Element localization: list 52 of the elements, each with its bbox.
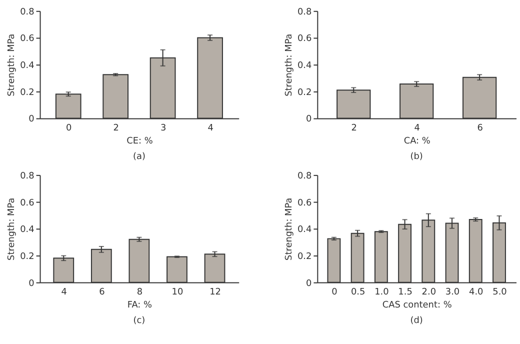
y-axis-title: Strength: MPa xyxy=(7,198,18,260)
y-tick-label: 0.8 xyxy=(20,7,35,18)
y-tick-label: 0 xyxy=(28,114,35,125)
x-tick-label: 1.0 xyxy=(374,288,390,298)
y-tick-label: 0.4 xyxy=(297,225,312,236)
x-axis-title: CA: % xyxy=(404,136,430,147)
y-tick-label: 0 xyxy=(28,278,35,289)
text: (d) xyxy=(410,316,423,326)
y-tick-label: 0.4 xyxy=(20,225,35,236)
y-tick-label: 0.8 xyxy=(297,171,312,182)
x-tick-label: 8 xyxy=(136,288,143,298)
x-tick-label: 3 xyxy=(160,124,166,134)
x-tick-label: 10 xyxy=(172,288,184,298)
y-tick-label: 0.8 xyxy=(20,171,35,182)
y-axis-title: Strength: MPa xyxy=(284,198,295,260)
x-tick-label: 2.0 xyxy=(422,288,436,298)
x-tick-label: 3.0 xyxy=(445,288,460,298)
x-axis-title: FA: % xyxy=(127,300,152,311)
x-tick-label: 12 xyxy=(210,288,221,298)
x-tick-label: 6 xyxy=(477,124,484,134)
y-tick-label: 0.2 xyxy=(297,88,312,98)
x-tick-label: 4 xyxy=(61,288,68,298)
y-tick-label: 0 xyxy=(306,114,312,125)
x-tick-label: 2 xyxy=(351,124,357,134)
y-tick-label: 0.6 xyxy=(20,34,35,44)
x-tick-label: 1.5 xyxy=(398,288,412,298)
y-tick-label: 0.8 xyxy=(297,7,312,18)
x-tick-label: 2 xyxy=(113,124,119,134)
x-tick-label: 0 xyxy=(332,288,338,298)
x-axis-title: CE: % xyxy=(126,136,153,147)
y-tick-label: 0.6 xyxy=(297,34,312,44)
y-tick-label: 0.6 xyxy=(297,198,312,208)
y-tick-label: 0.4 xyxy=(297,61,312,72)
x-tick-label: 4 xyxy=(208,124,214,134)
y-tick-label: 0.4 xyxy=(20,61,35,72)
y-tick-label: 0.2 xyxy=(20,88,34,98)
x-tick-label: 5.0 xyxy=(492,288,508,298)
y-tick-label: 0.6 xyxy=(20,198,35,208)
x-tick-label: 4.0 xyxy=(469,288,484,298)
y-tick-label: 0.2 xyxy=(20,252,34,262)
x-axis-title: CAS content: % xyxy=(382,300,452,311)
y-axis-title: Strength: MPa xyxy=(284,34,295,96)
text: (c) xyxy=(133,316,146,326)
x-tick-label: 4 xyxy=(414,124,420,134)
text: (a) xyxy=(132,152,146,162)
text: (b) xyxy=(410,152,423,162)
x-tick-label: 6 xyxy=(99,288,106,298)
y-tick-label: 0 xyxy=(306,278,312,289)
y-tick-label: 0.2 xyxy=(297,252,312,262)
x-tick-label: 0.5 xyxy=(350,288,366,298)
x-tick-label: 0 xyxy=(66,124,72,134)
y-axis-title: Strength: MPa xyxy=(7,34,18,96)
